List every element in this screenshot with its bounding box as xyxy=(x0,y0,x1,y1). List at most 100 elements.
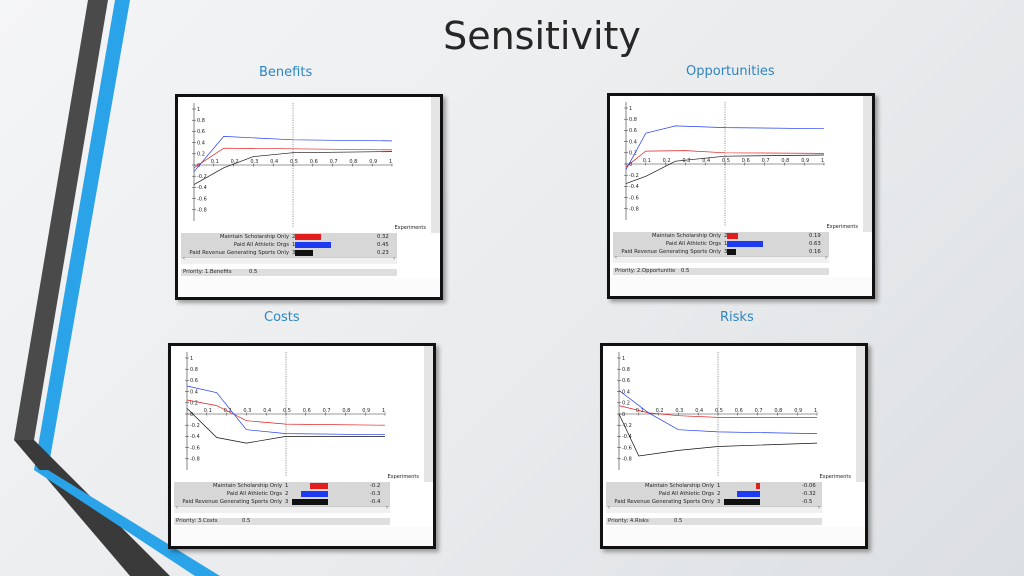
y-tick-label: -0.6 xyxy=(629,195,639,201)
legend-value: -0.32 xyxy=(802,491,816,497)
legend-row[interactable]: Paid Revenue Generating Sports Only 3 -0.4 xyxy=(174,498,390,506)
series-line xyxy=(193,147,393,169)
vertical-scrollbar[interactable] xyxy=(424,346,433,482)
y-tick-label: -0.4 xyxy=(629,184,639,190)
y-tick-label: 0.4 xyxy=(629,139,637,145)
x-tick-label: 0.9 xyxy=(794,408,802,414)
series-line xyxy=(193,136,393,172)
legend-value: 0.45 xyxy=(377,242,389,248)
series-line xyxy=(618,405,817,418)
legend-row[interactable]: Maintain Scholarship Only 1 -0.06 xyxy=(606,482,822,490)
x-tick-label: 0.6 xyxy=(735,408,743,414)
horizontal-scrollbar[interactable]: ‹ › xyxy=(181,256,397,264)
risks-label: Risks xyxy=(720,310,754,325)
x-tick-label: 0.5 xyxy=(290,159,298,165)
y-tick-label: 0 xyxy=(190,412,193,418)
costs-label: Costs xyxy=(264,310,300,325)
legend-bar xyxy=(310,483,328,489)
legend-rank: 2 xyxy=(285,491,289,497)
legend-row[interactable]: Paid All Athletic Orgs 2 -0.32 xyxy=(606,490,822,498)
legend-value: 0.19 xyxy=(809,233,821,239)
horizontal-scrollbar[interactable]: ‹ › xyxy=(606,505,822,513)
benefits-label: Benefits xyxy=(259,65,313,80)
panel-footer xyxy=(603,527,865,546)
legend-row[interactable]: Paid All Athletic Orgs 2 -0.3 xyxy=(174,490,390,498)
priority-field[interactable]: Priority: 4.Risks 0.5 xyxy=(606,518,822,525)
x-tick-label: 0.4 xyxy=(702,158,710,164)
x-axis-label: Experiments xyxy=(394,225,427,231)
horizontal-scrollbar[interactable]: ‹ › xyxy=(613,255,829,263)
y-tick-label: 0.6 xyxy=(629,128,637,134)
x-tick-label: 0.2 xyxy=(663,158,671,164)
legend-name: Paid Revenue Generating Sports Only xyxy=(621,249,721,255)
legend-row[interactable]: Paid Revenue Generating Sports Only 3 0.23 xyxy=(181,249,397,257)
y-tick-label: 1 xyxy=(622,356,625,362)
priority-field[interactable]: Priority: 3.Costs 0.5 xyxy=(174,518,390,525)
y-tick-label: -0.2 xyxy=(197,174,207,180)
y-tick-label: 0.8 xyxy=(190,367,198,373)
x-tick-label: 0.9 xyxy=(369,159,377,165)
legend-bar xyxy=(727,249,737,255)
legend-bar xyxy=(755,483,760,489)
scroll-right-icon: › xyxy=(393,256,395,262)
priority-field[interactable]: Priority: 1.Benefits 0.5 xyxy=(181,269,397,276)
legend-row[interactable]: Maintain Scholarship Only 2 0.32 xyxy=(181,233,397,241)
legend-rank: 3 xyxy=(292,250,296,256)
vertical-scrollbar[interactable] xyxy=(863,96,872,232)
legend-rank: 1 xyxy=(285,483,289,489)
y-tick-label: 0.8 xyxy=(622,367,630,373)
legend-name: Paid Revenue Generating Sports Only xyxy=(614,499,714,505)
legend-bar xyxy=(292,499,328,505)
legend-name: Paid Revenue Generating Sports Only xyxy=(189,250,289,256)
x-tick-label: 0.2 xyxy=(231,159,239,165)
priority-field[interactable]: Priority: 2.Opportunitie 0.5 xyxy=(613,268,829,275)
risks-plot: 10.80.60.40.20-0.2-0.4-0.6-0.80.1 0.2 0.3 0… xyxy=(617,352,818,476)
y-tick-label: 0 xyxy=(622,412,625,418)
y-tick-label: -0.8 xyxy=(622,457,632,463)
costs-plot: 10.80.60.40.20-0.2-0.4-0.6-0.80.1 0.2 0.3 0… xyxy=(185,352,386,476)
legend-value: 0.23 xyxy=(377,250,389,256)
y-tick-label: -0.8 xyxy=(197,208,207,214)
legend-rank: 3 xyxy=(717,499,721,505)
x-tick-label: 1 xyxy=(382,408,385,414)
priority-label: Priority: 2.Opportunitie xyxy=(615,268,676,274)
y-tick-label: 0.6 xyxy=(622,378,630,384)
x-tick-label: 0.3 xyxy=(682,158,690,164)
y-tick-label: -0.4 xyxy=(622,434,632,440)
legend-table: Maintain Scholarship Only 2 0.32 Paid All A… xyxy=(181,233,397,257)
series-line xyxy=(193,151,393,185)
x-tick-label: 0.4 xyxy=(270,159,278,165)
vertical-scrollbar[interactable] xyxy=(856,346,865,482)
panel-footer xyxy=(610,277,872,296)
legend-rank: 1 xyxy=(292,242,296,248)
legend-value: -0.2 xyxy=(370,483,381,489)
scroll-right-icon: › xyxy=(386,505,388,511)
x-tick-label: 0.3 xyxy=(243,408,251,414)
y-tick-label: -0.4 xyxy=(197,185,207,191)
legend-row[interactable]: Paid Revenue Generating Sports Only 3 0.16 xyxy=(613,248,829,256)
legend-bar xyxy=(295,250,314,256)
x-tick-label: 0.7 xyxy=(323,408,331,414)
legend-row[interactable]: Paid Revenue Generating Sports Only 3 -0.5 xyxy=(606,498,822,506)
priority-value: 0.5 xyxy=(674,518,683,524)
x-axis-label: Experiments xyxy=(387,474,420,480)
legend-name: Maintain Scholarship Only xyxy=(212,483,282,489)
x-tick-label: 0.1 xyxy=(204,408,212,414)
legend-row[interactable]: Paid All Athletic Orgs 1 0.45 xyxy=(181,241,397,249)
scroll-left-icon: ‹ xyxy=(615,255,617,261)
series-line xyxy=(625,150,825,168)
vertical-scrollbar[interactable] xyxy=(431,97,440,233)
priority-value: 0.5 xyxy=(681,268,690,274)
legend-bar xyxy=(727,233,738,239)
x-tick-label: 0.7 xyxy=(755,408,763,414)
legend-row[interactable]: Maintain Scholarship Only 1 -0.2 xyxy=(174,482,390,490)
priority-label: Priority: 3.Costs xyxy=(176,518,218,524)
legend-row[interactable]: Maintain Scholarship Only 2 0.19 xyxy=(613,232,829,240)
priority-value: 0.5 xyxy=(249,269,258,275)
x-tick-label: 0.2 xyxy=(656,408,664,414)
legend-value: 0.16 xyxy=(809,249,821,255)
legend-row[interactable]: Paid All Athletic Orgs 1 0.63 xyxy=(613,240,829,248)
horizontal-scrollbar[interactable]: ‹ › xyxy=(174,505,390,513)
y-tick-label: 1 xyxy=(197,107,200,113)
y-tick-label: 1 xyxy=(190,356,193,362)
